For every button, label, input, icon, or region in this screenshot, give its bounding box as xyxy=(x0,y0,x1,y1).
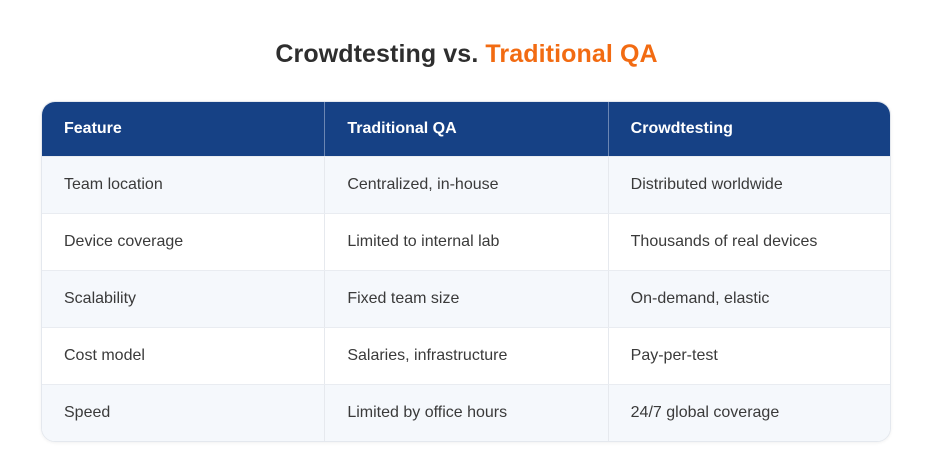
table-row: Speed Limited by office hours 24/7 globa… xyxy=(42,384,890,441)
cell-feature: Speed xyxy=(64,404,111,421)
table-header: Feature Traditional QA Crowdtesting xyxy=(42,102,890,156)
cell-traditional: Salaries, infrastructure xyxy=(324,328,607,384)
cell-crowd: Thousands of real devices xyxy=(607,214,890,270)
cell-feature: Team location xyxy=(64,176,163,193)
title-main: Crowdtesting vs. xyxy=(275,40,486,68)
comparison-table: Feature Traditional QA Crowdtesting Team… xyxy=(41,101,891,442)
page-title: Crowdtesting vs. Traditional QA xyxy=(0,40,933,69)
table-row: Team location Centralized, in-house Dist… xyxy=(42,156,890,213)
header-crowdtesting: Crowdtesting xyxy=(607,102,890,156)
cell-traditional: Centralized, in-house xyxy=(324,157,607,213)
cell-feature: Cost model xyxy=(64,347,145,364)
cell-traditional: Limited to internal lab xyxy=(324,214,607,270)
cell-crowd: Pay-per-test xyxy=(607,328,890,384)
cell-feature: Device coverage xyxy=(64,233,184,250)
table-row: Scalability Fixed team size On-demand, e… xyxy=(42,270,890,327)
cell-traditional: Fixed team size xyxy=(324,271,607,327)
title-accent: Traditional QA xyxy=(485,40,658,68)
table-row: Cost model Salaries, infrastructure Pay-… xyxy=(42,327,890,384)
cell-traditional: Limited by office hours xyxy=(324,385,607,441)
cell-crowd: On-demand, elastic xyxy=(607,271,890,327)
table-row: Device coverage Limited to internal lab … xyxy=(42,213,890,270)
cell-feature: Scalability xyxy=(64,290,137,307)
header-traditional-qa: Traditional QA xyxy=(324,102,607,156)
header-feature: Feature xyxy=(64,120,122,137)
cell-crowd: 24/7 global coverage xyxy=(607,385,890,441)
cell-crowd: Distributed worldwide xyxy=(607,157,890,213)
